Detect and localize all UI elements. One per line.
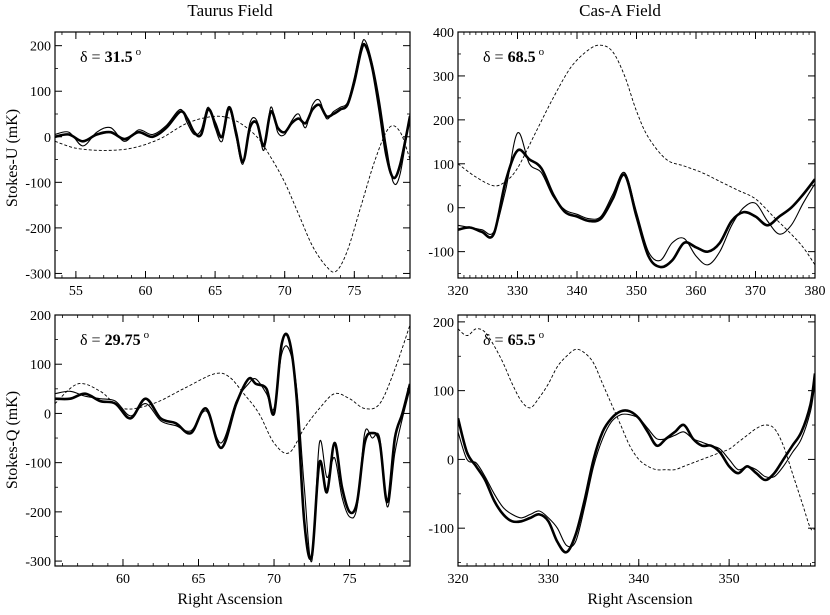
- ytick-label: -100: [25, 457, 51, 472]
- panel-top-right: 320 330 340 350 360 370 380 -100 0 100 200 300 400 δ …: [428, 26, 825, 299]
- ytick-label: -200: [25, 506, 51, 521]
- plot-frame: [54, 314, 411, 567]
- delta-unit: o: [539, 329, 545, 341]
- xtick-label: 370: [745, 284, 766, 299]
- panel-bottom-right: 320 330 340 350 -100 0 100 200 δ = 65.5 o: [428, 314, 816, 587]
- delta-annotation: δ = 29.75 o: [80, 329, 150, 349]
- ytick-label: -100: [428, 522, 454, 537]
- xtick-label: 75: [347, 284, 361, 299]
- delta-symbol: δ =: [80, 49, 105, 66]
- series-thin: [458, 132, 815, 266]
- delta-symbol: δ =: [483, 332, 508, 349]
- ytick-label: 100: [433, 158, 454, 173]
- ytick-label: 300: [433, 70, 454, 85]
- xtick-label: 330: [507, 284, 528, 299]
- ytick-label: 0: [447, 202, 454, 217]
- xtick-label: 75: [343, 572, 357, 587]
- plot-frame: [54, 31, 411, 279]
- delta-value: 31.5: [105, 49, 133, 66]
- plot-frame: [457, 314, 816, 567]
- xtick-label: 320: [448, 572, 469, 587]
- xtick-label: 60: [138, 284, 152, 299]
- ytick-label: -300: [25, 555, 51, 570]
- xtick-label: 55: [69, 284, 83, 299]
- delta-unit: o: [144, 329, 150, 341]
- series-thick: [458, 373, 815, 554]
- series-thick: [55, 332, 410, 560]
- delta-annotation: δ = 68.5 o: [483, 46, 545, 66]
- ytick-label: 200: [30, 309, 51, 324]
- series-thin: [55, 345, 410, 563]
- ytick-label: 100: [433, 385, 454, 400]
- panel-top-left: 55 60 65 70 75 -300 -200 -100 0 100 200 δ = 31.5 o: [25, 31, 411, 299]
- ytick-label: -300: [25, 267, 51, 282]
- ytick-label: 0: [44, 131, 51, 146]
- xtick-label: 350: [719, 572, 740, 587]
- xtick-label: 70: [267, 572, 281, 587]
- ytick-label: 200: [30, 40, 51, 55]
- series-model: [55, 324, 410, 454]
- series-model: [458, 328, 815, 531]
- xtick-label: 330: [538, 572, 559, 587]
- series-thin: [458, 383, 815, 548]
- xtick-label: 380: [805, 284, 826, 299]
- series-model: [55, 115, 410, 273]
- panel-bottom-left: 60 65 70 75 -300 -200 -100 0 100 200 δ = 29.75 o: [25, 309, 411, 587]
- series-model: [458, 44, 815, 266]
- ylabel-stokes-q: Stokes-Q (mK): [4, 391, 21, 489]
- xtick-label: 320: [448, 284, 469, 299]
- xtick-label: 65: [208, 284, 222, 299]
- series-thick: [55, 42, 410, 180]
- col-title-taurus: Taurus Field: [187, 1, 273, 20]
- xlabel-left: Right Ascension: [177, 591, 282, 608]
- delta-annotation: δ = 65.5 o: [483, 329, 545, 349]
- ytick-label: 0: [447, 453, 454, 468]
- series-thin: [55, 39, 410, 185]
- delta-value: 65.5: [508, 332, 536, 349]
- plot-frame: [457, 31, 816, 279]
- ytick-label: -100: [25, 176, 51, 191]
- delta-unit: o: [136, 46, 142, 58]
- ytick-label: -100: [428, 246, 454, 261]
- xtick-label: 340: [628, 572, 649, 587]
- delta-symbol: δ =: [483, 49, 508, 66]
- delta-value: 68.5: [508, 49, 536, 66]
- xtick-label: 360: [686, 284, 707, 299]
- xtick-label: 65: [192, 572, 206, 587]
- xtick-label: 60: [116, 572, 130, 587]
- delta-annotation: δ = 31.5 o: [80, 46, 142, 66]
- xlabel-right: Right Ascension: [587, 591, 692, 608]
- xtick-label: 350: [626, 284, 647, 299]
- ytick-label: -200: [25, 222, 51, 237]
- xtick-label: 340: [567, 284, 588, 299]
- series-thick: [458, 148, 815, 269]
- ylabel-stokes-u: Stokes-U (mK): [4, 109, 21, 207]
- delta-symbol: δ =: [80, 332, 105, 349]
- delta-unit: o: [539, 46, 545, 58]
- ytick-label: 100: [30, 85, 51, 100]
- ytick-label: 200: [433, 316, 454, 331]
- ytick-label: 100: [30, 358, 51, 373]
- col-title-casa: Cas-A Field: [579, 1, 661, 20]
- ytick-label: 0: [44, 407, 51, 422]
- delta-value: 29.75: [105, 332, 141, 349]
- ytick-label: 400: [433, 26, 454, 41]
- xtick-label: 70: [278, 284, 292, 299]
- ytick-label: 200: [433, 114, 454, 129]
